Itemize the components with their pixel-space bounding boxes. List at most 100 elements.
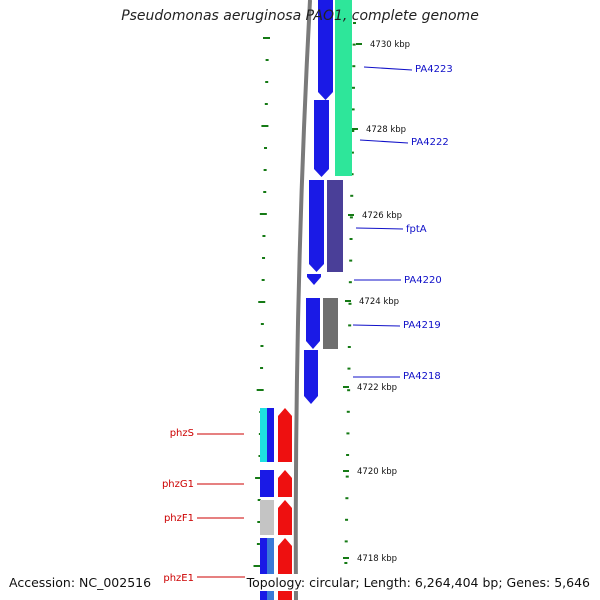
- tick-mark: [348, 281, 352, 284]
- gene-arrow-pa4218: [304, 350, 318, 404]
- gene-tracks: [260, 0, 352, 600]
- gene-label-phzg1: phzG1: [162, 479, 194, 490]
- gene-label-pa4223: PA4223: [415, 64, 453, 75]
- scale-label: 4726 kbp: [362, 211, 402, 221]
- tick-mark: [256, 543, 260, 545]
- tick-mark: [349, 259, 353, 262]
- leader-line: [359, 139, 409, 144]
- tick-mark: [347, 346, 351, 348]
- tick-mark: [260, 345, 264, 347]
- tick-mark: [264, 147, 268, 149]
- tick-mark: [261, 279, 265, 281]
- tick-mark: [352, 43, 356, 46]
- gene-arrow-phzg1: [278, 470, 292, 497]
- tick-mark: [347, 367, 351, 370]
- tick-mark: [350, 151, 354, 154]
- tick-mark: [263, 169, 267, 171]
- gene-box-phze1-b: [267, 538, 274, 600]
- topology-text: Topology: circular; Length: 6,264,404 bp…: [244, 574, 592, 591]
- gene-arrow-phzs: [278, 408, 292, 462]
- tick-mark: [260, 323, 264, 325]
- scale-labels: 4730 kbp 4728 kbp 4726 kbp 4724 kbp 4722 kbp…: [343, 40, 410, 564]
- gene-label-pa4222: PA4222: [411, 137, 449, 148]
- tick-mark: [345, 475, 349, 478]
- genome-title: Pseudomonas aeruginosa PAO1, complete ge…: [121, 8, 479, 24]
- tick-mark: [263, 191, 267, 193]
- tick-mark: [348, 302, 352, 305]
- tick-mark: [345, 518, 349, 521]
- major-tick-mark: [356, 43, 362, 45]
- major-tick-mark: [343, 557, 349, 559]
- gene-label-phzs: phzS: [170, 428, 194, 439]
- gene-arrow-pa4219: [306, 298, 320, 349]
- tick-mark: [253, 565, 261, 567]
- gene-box-phze1-a: [260, 538, 267, 600]
- gene-box-phzs-b: [267, 408, 274, 462]
- tick-mark: [346, 410, 350, 413]
- gene-label-phzf1: phzF1: [164, 513, 194, 524]
- scale-label: 4720 kbp: [357, 467, 397, 477]
- feature-box-pa4223: [335, 0, 352, 176]
- feature-box-pa4219: [323, 298, 338, 349]
- tick-mark: [346, 432, 350, 435]
- genome-backbone: [293, 0, 312, 600]
- tick-mark: [257, 499, 261, 501]
- tick-mark: [255, 477, 263, 479]
- accession-text: Accession: NC_002516: [7, 574, 154, 591]
- gene-box-phzg1: [260, 470, 274, 497]
- gene-label-pa4220: PA4220: [404, 275, 442, 286]
- gene-label-fpta: fptA: [406, 224, 427, 235]
- gene-arrow-pa4223: [318, 0, 333, 100]
- gene-arrow-pa4220: [307, 274, 321, 285]
- tick-mark: [262, 235, 266, 237]
- gene-box-phzs-a: [260, 408, 267, 462]
- tick-mark: [261, 125, 269, 127]
- tick-mark: [352, 65, 356, 68]
- tick-mark: [349, 216, 353, 219]
- tick-mark: [265, 81, 269, 83]
- scale-label: 4722 kbp: [357, 383, 397, 393]
- major-tick-mark: [343, 386, 349, 388]
- tick-mark: [344, 562, 348, 564]
- tick-mark: [351, 108, 355, 111]
- major-tick-mark: [352, 128, 358, 130]
- tick-mark: [257, 521, 261, 523]
- tick-mark: [348, 324, 352, 327]
- tick-mark: [346, 454, 350, 456]
- major-tick-mark: [343, 470, 349, 472]
- scale-label: 4728 kbp: [366, 125, 406, 135]
- leader-line: [352, 324, 401, 327]
- tick-mark: [347, 389, 351, 392]
- scale-label: 4724 kbp: [359, 297, 399, 307]
- backbone-arc: [293, 0, 312, 600]
- scale-label: 4718 kbp: [357, 554, 397, 564]
- gene-arrow-fpta: [309, 180, 324, 272]
- gene-arrow-pa4222: [314, 100, 329, 177]
- tick-mark: [256, 389, 264, 391]
- tick-mark: [350, 173, 354, 176]
- scale-label: 4730 kbp: [370, 40, 410, 50]
- major-tick-mark: [348, 214, 354, 216]
- tick-mark: [258, 301, 266, 303]
- tick-mark: [264, 103, 268, 105]
- tick-mark: [350, 194, 354, 197]
- label-leader-lines: [197, 66, 413, 578]
- tick-mark: [351, 130, 355, 132]
- tick-mark: [345, 497, 349, 500]
- tick-mark: [260, 367, 264, 369]
- leader-line: [363, 66, 413, 71]
- gene-box-phzf1: [260, 500, 274, 535]
- tick-mark: [353, 22, 356, 24]
- tick-mark: [351, 86, 355, 89]
- gene-label-pa4219: PA4219: [403, 320, 441, 331]
- gene-label-phze1: phzE1: [163, 573, 194, 584]
- gene-arrow-phzf1: [278, 500, 292, 535]
- major-tick-mark: [345, 300, 351, 302]
- tick-mark: [344, 540, 348, 543]
- gene-label-pa4218: PA4218: [403, 371, 441, 382]
- tick-mark: [349, 238, 353, 240]
- leader-line: [355, 227, 404, 230]
- gene-labels: PA4223 PA4222 fptA PA4220 PA4219 PA4218 phzS ph…: [162, 64, 453, 584]
